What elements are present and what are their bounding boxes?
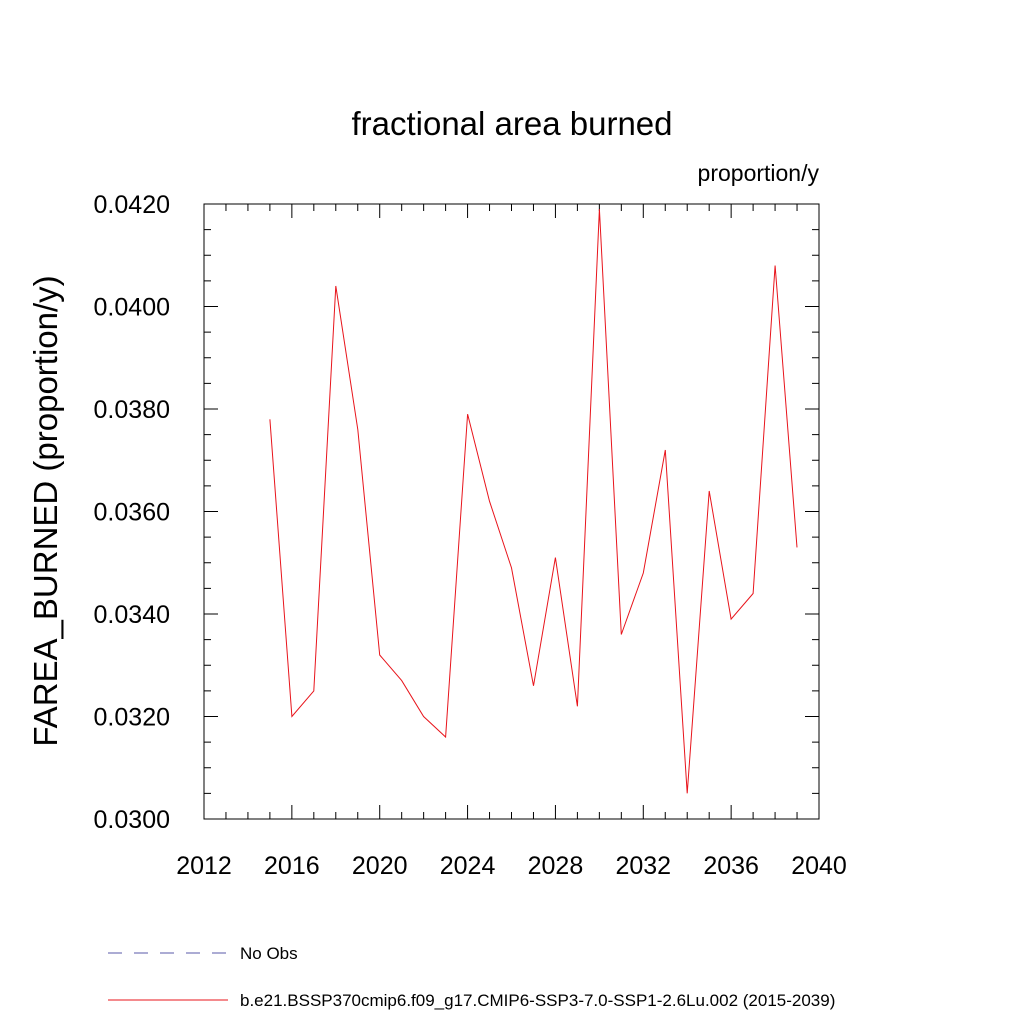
x-tick-label: 2020 [352, 852, 408, 880]
y-tick-label: 0.0340 [94, 601, 170, 629]
y-tick-label: 0.0320 [94, 704, 170, 732]
y-tick-label: 0.0420 [94, 191, 170, 219]
x-tick-label: 2012 [176, 852, 232, 880]
chart-title: fractional area burned [351, 105, 672, 142]
series-lines [269, 209, 798, 794]
legend: No Obs b.e21.BSSP370cmip6.f09_g17.CMIP6-… [108, 944, 835, 1010]
y-axis-label: FAREA_BURNED (proportion/y) [27, 275, 64, 746]
y-tick-label: 0.0360 [94, 499, 170, 527]
units-label: proportion/y [698, 160, 820, 186]
x-tick-label: 2028 [528, 852, 584, 880]
y-axis: 0.0300 0.0320 0.0340 0.0360 0.0380 0.0400 0.04… [94, 191, 819, 834]
x-tick-label: 2016 [264, 852, 320, 880]
x-tick-label: 2036 [703, 852, 759, 880]
x-tick-label: 2040 [791, 852, 847, 880]
y-tick-label: 0.0300 [94, 806, 170, 834]
series-line-1 [269, 209, 798, 794]
x-tick-label: 2032 [615, 852, 671, 880]
legend-label-no-obs: No Obs [240, 944, 298, 963]
x-tick-label: 2024 [440, 852, 496, 880]
x-axis: 2012 2016 2020 2024 2028 2032 2036 2040 [176, 204, 847, 880]
y-tick-label: 0.0380 [94, 396, 170, 424]
legend-label-model: b.e21.BSSP370cmip6.f09_g17.CMIP6-SSP3-7.… [240, 991, 835, 1010]
plot-frame [203, 203, 820, 820]
y-tick-label: 0.0400 [94, 294, 170, 322]
